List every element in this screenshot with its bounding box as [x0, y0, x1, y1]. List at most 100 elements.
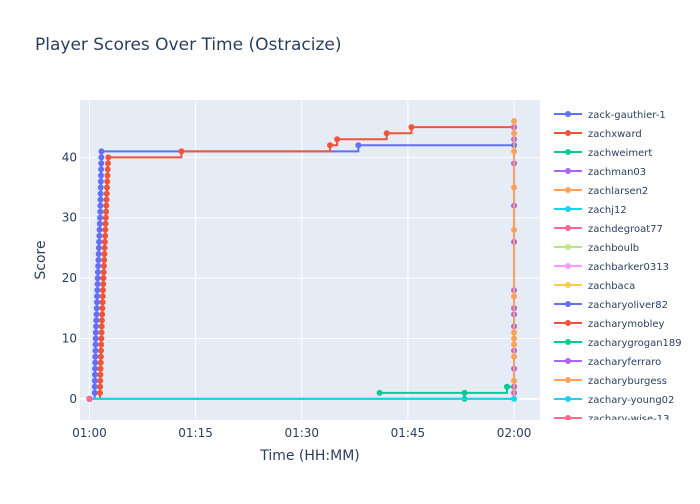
data-point: [91, 383, 98, 390]
data-point: [97, 214, 104, 221]
data-point: [97, 353, 104, 360]
data-point: [511, 130, 518, 137]
data-point: [91, 389, 98, 396]
legend-item[interactable]: zachweimert: [554, 148, 652, 159]
data-point: [100, 263, 107, 270]
legend-item[interactable]: zachdegroat77: [554, 224, 663, 235]
data-point: [98, 329, 105, 336]
data-point: [104, 172, 111, 179]
legend-item[interactable]: zachary-young02: [554, 395, 674, 406]
legend-label: zachweimert: [588, 148, 652, 159]
data-point: [511, 184, 518, 191]
data-point: [105, 154, 112, 161]
y-tick-label: 30: [62, 211, 77, 225]
data-point: [98, 166, 105, 173]
legend-swatch-marker: [565, 225, 571, 231]
legend-swatch-marker: [565, 377, 571, 383]
data-point: [92, 347, 99, 354]
data-point: [511, 293, 518, 300]
data-point: [355, 142, 362, 149]
data-point: [334, 136, 341, 143]
data-point: [97, 347, 104, 354]
series-zachxward: [86, 124, 518, 402]
legend-item[interactable]: zachbaca: [554, 281, 635, 292]
data-point: [102, 232, 109, 239]
legend-item[interactable]: zachxward: [554, 129, 642, 140]
data-point: [100, 287, 106, 294]
data-point: [94, 287, 101, 294]
legend-item[interactable]: zachboulb: [554, 243, 639, 254]
legend-item[interactable]: zachbarker0313: [554, 262, 669, 273]
y-tick-label: 40: [62, 150, 77, 164]
data-point: [104, 178, 111, 185]
data-point: [93, 311, 100, 318]
x-tick-label: 01:00: [72, 426, 107, 440]
legend-item[interactable]: zacharyoliver82: [554, 300, 668, 311]
legend-item[interactable]: zack-gauthier-1: [554, 110, 666, 121]
legend-swatch-marker: [565, 415, 571, 420]
data-point: [96, 220, 103, 227]
data-point: [408, 124, 415, 131]
data-point: [93, 305, 100, 312]
legend-item[interactable]: zachary-wise-13: [554, 414, 669, 425]
data-point: [93, 299, 100, 306]
data-point: [97, 365, 104, 372]
legend-item[interactable]: zachj12: [554, 205, 627, 216]
data-point: [97, 389, 104, 396]
data-point: [97, 359, 104, 366]
legend-item[interactable]: zacharygrogan189: [554, 338, 682, 349]
legend-swatch-marker: [565, 206, 571, 212]
data-point: [98, 323, 105, 330]
data-point: [104, 166, 111, 173]
data-point: [99, 299, 106, 306]
legend-label: zack-gauthier-1: [588, 110, 666, 121]
x-tick-label: 01:15: [178, 426, 213, 440]
data-point: [97, 172, 104, 179]
legend-item[interactable]: zacharyferraro: [554, 357, 661, 368]
legend-item[interactable]: zachlarsen2: [554, 186, 648, 197]
data-point: [98, 148, 105, 155]
data-point: [92, 353, 99, 360]
data-point: [98, 335, 105, 342]
data-point: [511, 335, 518, 342]
data-point: [102, 220, 109, 227]
data-point: [97, 190, 104, 197]
legend-label: zachxward: [588, 129, 642, 140]
series-zachary-wise-13: [86, 395, 93, 402]
data-point: [92, 365, 99, 372]
legend-item[interactable]: zachman03: [554, 167, 646, 178]
data-point: [95, 263, 102, 270]
y-tick-label: 10: [62, 331, 77, 345]
legend-item[interactable]: zacharyburgess: [554, 376, 667, 387]
data-point: [97, 371, 104, 378]
x-axis-title: Time (HH:MM): [259, 448, 360, 464]
legend-label: zachlarsen2: [588, 186, 648, 197]
legend-swatch-marker: [565, 168, 571, 174]
data-point: [100, 269, 107, 276]
data-point: [461, 389, 468, 396]
legend-label: zachary-wise-13: [588, 414, 669, 425]
legend-label: zachary-young02: [588, 395, 674, 406]
data-point: [86, 395, 93, 402]
data-point: [511, 353, 518, 360]
x-tick-label: 02:00: [497, 426, 532, 440]
chart-title: Player Scores Over Time (Ostracize): [35, 35, 342, 55]
data-point: [97, 184, 104, 191]
data-point: [103, 190, 110, 197]
data-point: [511, 395, 518, 402]
x-tick-labels: 01:00 01:15 01:30 01:45 02:00: [72, 426, 531, 440]
legend[interactable]: zack-gauthier-1 zachxward zachweimert zachm…: [554, 110, 682, 425]
data-point: [101, 250, 108, 257]
data-point: [511, 148, 518, 155]
data-point: [93, 317, 100, 324]
legend-label: zacharyburgess: [588, 376, 667, 387]
data-point: [103, 208, 110, 215]
data-point: [94, 281, 101, 288]
legend-label: zacharyferraro: [588, 357, 661, 368]
legend-swatch-marker: [565, 187, 571, 193]
data-point: [95, 257, 102, 263]
x-tick-label: 01:45: [391, 426, 426, 440]
legend-item[interactable]: zacharymobley: [554, 319, 665, 330]
data-point: [93, 323, 100, 330]
